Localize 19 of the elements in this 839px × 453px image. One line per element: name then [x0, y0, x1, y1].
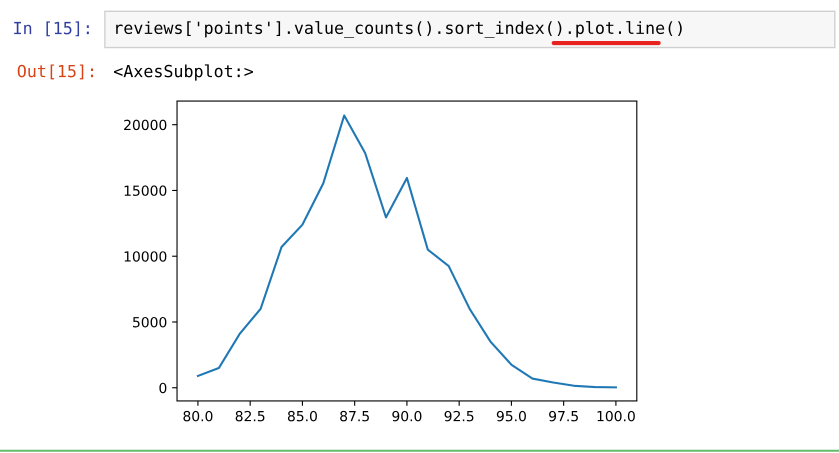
text: Out[15]: [18, 64, 94, 80]
x-tick-label: 82.5 [236, 410, 264, 422]
x-tick-label: 95.0 [496, 410, 526, 422]
x-tick-label: 87.5 [340, 410, 369, 422]
text: <AxesSubplot:> [114, 64, 254, 81]
x-tick-label: 92.5 [444, 410, 474, 422]
y-tick-label: 5000 [133, 316, 166, 328]
y-tick-label: 10000 [124, 251, 166, 262]
x-tick-label: 80.0 [183, 410, 212, 422]
x-tick-label: 85.0 [288, 410, 317, 422]
y-tick-label: 0 [159, 382, 166, 394]
text: In [15]: [14, 21, 89, 36]
y-tick-label: 20000 [124, 120, 166, 130]
line-series [196, 114, 617, 388]
x-tick-label: 100.0 [598, 410, 635, 422]
x-tick-label: 90.0 [392, 410, 422, 422]
x-tick-label: 97.5 [549, 410, 578, 422]
text: reviews['points'].value_counts().sort_index().plot.line() [116, 21, 682, 38]
y-tick-label: 15000 [124, 185, 166, 196]
